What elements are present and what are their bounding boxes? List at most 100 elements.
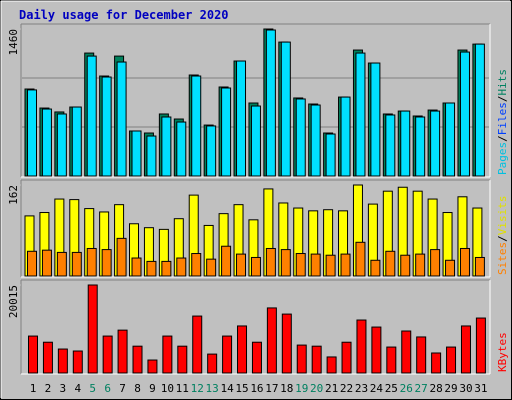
bar	[325, 133, 336, 177]
bar	[401, 330, 412, 374]
x-tick-label: 5	[89, 382, 96, 395]
bar	[206, 258, 217, 277]
bar	[161, 260, 172, 277]
bar	[311, 345, 322, 374]
bar	[400, 254, 411, 277]
bar	[250, 256, 261, 277]
bar	[446, 346, 457, 374]
x-tick-label: 2	[45, 382, 52, 395]
bar	[57, 348, 68, 374]
bar	[237, 325, 248, 374]
y-tick-label: 20015	[7, 285, 20, 318]
bar	[295, 98, 306, 177]
bar	[416, 336, 427, 374]
x-tick-label: 12	[191, 382, 204, 395]
y-axis-label: KBytes	[496, 332, 509, 372]
bar	[222, 335, 233, 374]
bar	[310, 104, 321, 177]
bar	[251, 341, 262, 374]
bar	[355, 241, 366, 277]
x-tick-label: 6	[104, 382, 111, 395]
bar	[310, 253, 321, 277]
bar	[191, 75, 202, 177]
x-tick-label: 14	[220, 382, 234, 395]
label-part: Visits	[496, 196, 509, 236]
bar	[56, 113, 67, 177]
x-tick-label: 20	[310, 382, 323, 395]
bar	[340, 96, 351, 177]
bar	[445, 102, 456, 177]
bar	[27, 250, 37, 277]
bar	[459, 247, 470, 277]
bar	[474, 256, 485, 277]
x-tick-label: 21	[325, 382, 338, 395]
bar	[430, 249, 441, 277]
bar	[132, 345, 143, 374]
bar	[192, 315, 203, 374]
bar	[386, 346, 397, 374]
bar	[161, 116, 172, 177]
bar	[445, 259, 456, 277]
bar	[72, 350, 83, 374]
bar	[356, 319, 367, 374]
bar	[430, 110, 441, 177]
label-part: Files	[496, 102, 509, 135]
x-tick-label: 29	[444, 382, 457, 395]
bar	[117, 329, 128, 374]
label-part: Hits	[496, 69, 509, 96]
bar	[460, 325, 471, 374]
bar	[191, 253, 202, 277]
bar	[146, 260, 157, 277]
label-part: /	[496, 96, 509, 103]
label-part: KBytes	[496, 332, 509, 372]
bar	[147, 359, 158, 374]
bar	[206, 125, 217, 177]
bar	[385, 250, 396, 277]
bar	[177, 345, 188, 374]
bar	[221, 87, 232, 177]
x-tick-label: 23	[355, 382, 368, 395]
bar	[415, 116, 426, 177]
label-part: Pages	[496, 142, 509, 175]
x-tick-label: 13	[206, 382, 219, 395]
bar	[340, 253, 351, 277]
bar	[370, 62, 381, 177]
bar	[295, 253, 306, 277]
bar	[221, 245, 232, 277]
bar	[42, 341, 53, 374]
x-tick-label: 9	[149, 382, 156, 395]
x-tick-label: 16	[250, 382, 263, 395]
x-tick-label: 8	[134, 382, 141, 395]
bar	[475, 317, 486, 374]
bar	[296, 344, 307, 374]
bar	[280, 41, 291, 177]
x-tick-label: 1	[30, 382, 37, 395]
bar	[116, 61, 127, 177]
bar	[355, 52, 366, 177]
y-tick-label: 1460	[7, 29, 20, 56]
bar	[28, 335, 38, 374]
label-part: /	[496, 235, 509, 242]
bar	[86, 247, 97, 277]
bar	[236, 60, 247, 177]
y-axis-label: Sites/Visits	[496, 196, 509, 276]
x-tick-label: 4	[74, 382, 81, 395]
bar	[326, 356, 337, 374]
bar	[266, 307, 277, 374]
bar	[400, 110, 411, 177]
bar	[116, 237, 127, 277]
x-tick-label: 18	[280, 382, 293, 395]
x-tick-label: 11	[176, 382, 189, 395]
chart-title: Daily usage for December 2020	[19, 8, 229, 22]
bar	[325, 254, 336, 277]
x-tick-label: 17	[265, 382, 278, 395]
bar	[71, 106, 82, 177]
x-tick-label: 19	[295, 382, 308, 395]
x-tick-label: 7	[119, 382, 126, 395]
bar	[431, 352, 442, 374]
bar	[86, 55, 97, 177]
label-part: Sites	[496, 242, 509, 275]
bar	[371, 326, 382, 374]
x-tick-label: 3	[60, 382, 67, 395]
